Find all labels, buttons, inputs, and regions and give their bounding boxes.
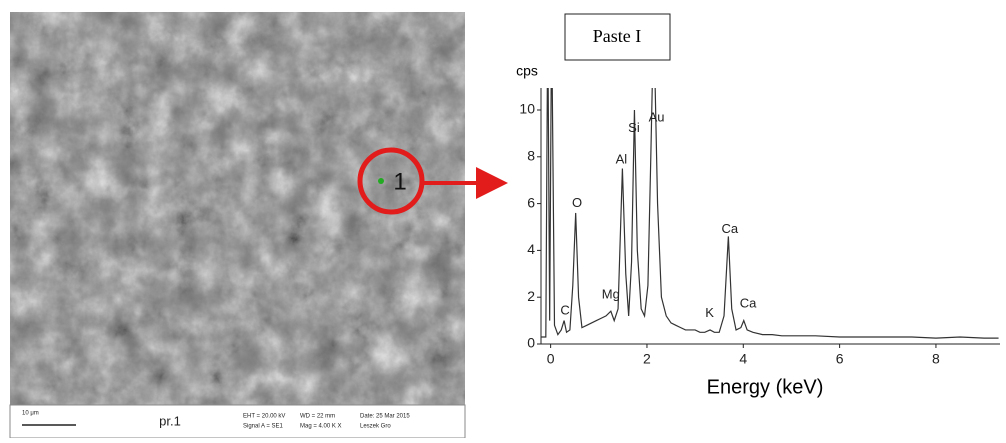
x-axis-label: Energy (keV) — [707, 376, 824, 398]
sample-label: pr.1 — [159, 413, 181, 428]
y-tick-label: 6 — [527, 194, 535, 210]
figure: 1 10 μm pr.1 EHT = 20.00 kV Signal A = S… — [0, 0, 1006, 438]
y-tick-label: 0 — [527, 335, 535, 351]
y-axis-label: cps — [516, 63, 538, 79]
peak-label: Ca — [721, 221, 738, 236]
info-text: Mag = 4.00 K X — [300, 424, 342, 430]
x-tick-label: 8 — [932, 351, 940, 367]
info-bar — [10, 405, 465, 438]
info-text: Leszek Gro — [360, 424, 391, 430]
chart-title: Paste I — [593, 26, 642, 46]
info-text: EHT = 20.00 kV — [243, 414, 285, 420]
y-tick-label: 8 — [527, 148, 535, 164]
y-tick-label: 2 — [527, 288, 535, 304]
x-tick-label: 6 — [836, 351, 844, 367]
sem-texture — [10, 12, 465, 405]
y-tick-label: 4 — [527, 241, 535, 257]
x-tick-label: 4 — [739, 351, 747, 367]
info-text: Date: 25 Mar 2015 — [360, 414, 410, 420]
marker-label: 1 — [393, 168, 406, 195]
info-text: Signal A = SE1 — [243, 424, 284, 430]
info-text: WD = 22 mm — [300, 414, 335, 420]
peak-label: Ca — [740, 296, 757, 311]
marker-dot — [378, 178, 384, 184]
x-tick-label: 0 — [547, 351, 555, 367]
y-tick-label: 10 — [519, 101, 535, 117]
peak-label: Al — [616, 152, 628, 167]
peak-label: K — [705, 305, 714, 320]
peak-label: Si — [628, 120, 640, 135]
scale-bar-label: 10 μm — [22, 411, 39, 417]
peak-label: O — [572, 195, 582, 210]
peak-label: Au — [649, 110, 665, 125]
x-tick-label: 2 — [643, 351, 651, 367]
peak-label: Mg — [602, 286, 620, 301]
peak-label: C — [560, 303, 569, 318]
